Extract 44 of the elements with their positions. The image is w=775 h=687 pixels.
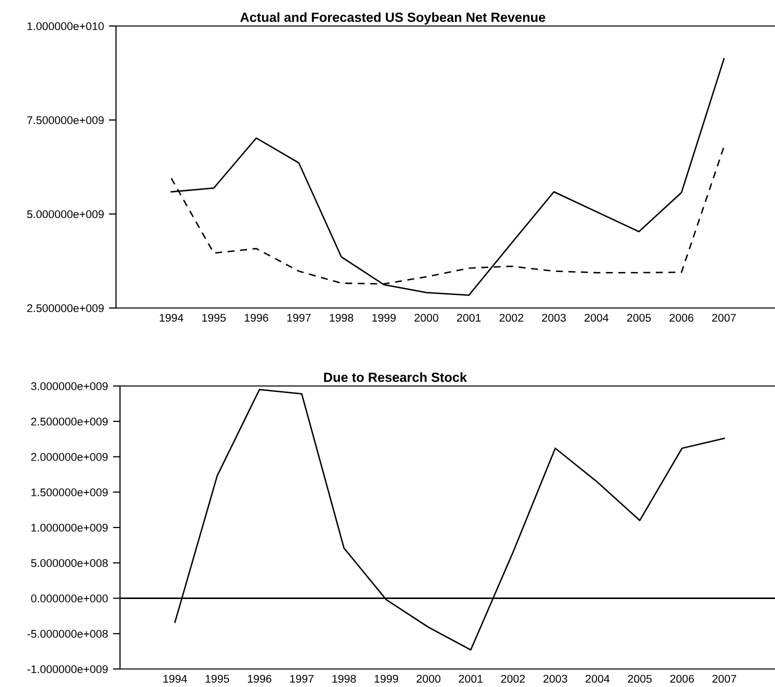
line-series <box>170 58 725 296</box>
y-tick-label: 5.000000e+009 <box>27 210 104 218</box>
y-tick-label: 1.000000e+009 <box>32 524 108 532</box>
x-tick-label: 2007 <box>712 674 736 683</box>
x-tick-label: 1997 <box>287 314 311 322</box>
x-tick-label: 2007 <box>712 314 736 322</box>
y-tick-label: 0.000000e+000 <box>31 594 108 602</box>
x-tick-label: 2003 <box>543 674 568 683</box>
x-tick-label: 1994 <box>160 314 184 322</box>
chart-title: Due to Research Stock <box>324 372 467 382</box>
chart-title: Actual and Forecasted US Soybean Net Revenue <box>240 12 546 25</box>
x-tick-label: 2005 <box>628 674 652 683</box>
x-tick-label: 2001 <box>457 314 481 322</box>
x-tick-label: 2001 <box>458 674 483 683</box>
x-tick-label: 2006 <box>670 674 694 683</box>
x-tick-label: 1995 <box>202 314 226 322</box>
y-tick-label: -5.000000e+008 <box>27 630 108 638</box>
y-tick-label: 2.500000e+009 <box>27 304 104 312</box>
x-tick-label: 1995 <box>206 674 230 683</box>
x-tick-label: 2004 <box>584 314 608 322</box>
y-tick-label: 3.000000e+009 <box>31 382 108 390</box>
x-tick-label: 1998 <box>330 314 354 322</box>
x-tick-label: 2002 <box>501 674 525 683</box>
x-tick-label: 2002 <box>500 314 524 322</box>
x-tick-label: 1994 <box>163 674 187 683</box>
x-tick-label: 2006 <box>670 314 694 322</box>
x-tick-label: 1998 <box>332 674 356 683</box>
x-tick-label: 1996 <box>248 674 272 683</box>
y-tick-label: 2.000000e+009 <box>31 453 108 461</box>
x-tick-label: 2005 <box>627 314 651 322</box>
y-tick-label: 7.500000e+009 <box>27 116 104 124</box>
x-tick-label: 2000 <box>416 674 440 683</box>
x-tick-label: 2003 <box>542 314 566 322</box>
y-tick-label: 2.500000e+009 <box>31 418 108 426</box>
x-tick-label: 1999 <box>372 314 396 322</box>
x-tick-label: 1996 <box>244 314 268 322</box>
y-tick-label: 5.000000e+008 <box>31 559 108 568</box>
x-tick-label: 2004 <box>586 674 610 683</box>
y-tick-label: -1.000000e+009 <box>27 665 108 674</box>
x-tick-label: 1997 <box>290 674 314 683</box>
x-tick-label: 1999 <box>374 674 398 683</box>
x-tick-label: 2000 <box>414 314 438 322</box>
y-tick-label: 1.500000e+009 <box>32 488 108 496</box>
y-tick-label: 1.000000e+010 <box>28 22 104 30</box>
